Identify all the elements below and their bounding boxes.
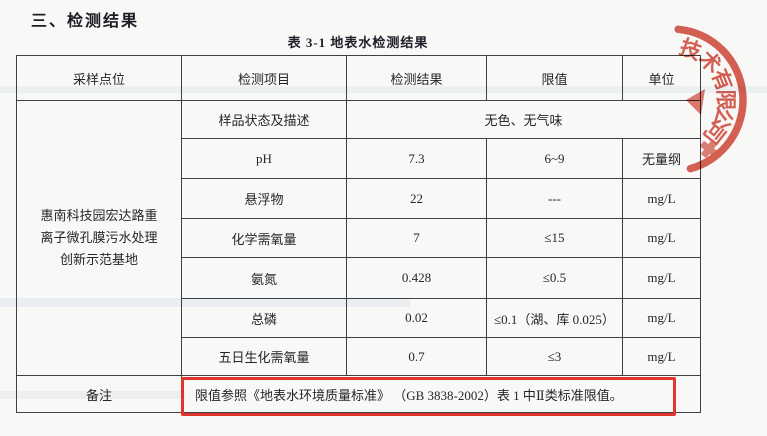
stamp-star-point bbox=[686, 89, 705, 115]
unit-cell: mg/L bbox=[622, 257, 701, 299]
limit-cell: ≤0.1（湖、库 0.025） bbox=[486, 298, 623, 338]
header-cell-limit: 限值 bbox=[486, 55, 623, 101]
item-cell: 总磷 bbox=[181, 298, 347, 338]
header-cell-sampling-point: 采样点位 bbox=[16, 55, 182, 101]
remark-label-cell: 备注 bbox=[16, 375, 182, 413]
limit-cell: ≤15 bbox=[486, 218, 623, 258]
item-cell: pH bbox=[181, 138, 347, 179]
table-row: 悬浮物 22 --- mg/L bbox=[17, 178, 701, 219]
remark-text-cell: 限值参照《地表水环境质量标准》 （GB 3838-2002）表 1 中Ⅱ类标准限… bbox=[181, 375, 701, 413]
limit-cell: ≤0.5 bbox=[486, 257, 623, 299]
item-cell: 悬浮物 bbox=[181, 178, 347, 219]
table-row: 惠南科技园宏达路重 离子微孔膜污水处理 创新示范基地 样品状态及描述 无色、无气… bbox=[16, 100, 701, 376]
result-cell: 7 bbox=[346, 218, 487, 258]
sampling-point-line: 创新示范基地 bbox=[59, 252, 138, 267]
limit-cell: ≤3 bbox=[486, 337, 623, 376]
result-cell: 0.02 bbox=[346, 298, 487, 338]
unit-cell: mg/L bbox=[622, 298, 701, 338]
unit-cell: 无量纲 bbox=[622, 138, 701, 179]
limit-cell: 6~9 bbox=[486, 138, 623, 179]
result-cell: 0.428 bbox=[346, 257, 487, 299]
result-cell: 22 bbox=[346, 178, 487, 219]
item-cell: 五日生化需氧量 bbox=[181, 337, 347, 376]
surface-water-results-table: 采样点位 检测项目 检测结果 限值 单位 惠南科技园宏达路重 离子微孔膜污水处理… bbox=[16, 55, 701, 413]
header-cell-unit: 单位 bbox=[622, 55, 701, 101]
item-cell: 化学需氧量 bbox=[181, 218, 347, 258]
unit-cell: mg/L bbox=[622, 218, 701, 258]
limit-cell: --- bbox=[486, 178, 623, 219]
item-cell: 样品状态及描述 bbox=[181, 100, 347, 139]
result-cell-merged: 无色、无气味 bbox=[346, 100, 701, 139]
sampling-point-line: 离子微孔膜污水处理 bbox=[40, 230, 158, 245]
stamp-char: 限 bbox=[714, 90, 737, 111]
table-row: 五日生化需氧量 0.7 ≤3 mg/L bbox=[17, 337, 701, 376]
company-seal-stamp: 技 术 有 限 公 司 bbox=[674, 25, 747, 173]
item-cell: 氨氮 bbox=[181, 257, 347, 299]
result-cell: 0.7 bbox=[346, 337, 487, 376]
section-title: 三、检测结果 bbox=[31, 13, 140, 30]
table-row: pH 7.3 6~9 无量纲 bbox=[17, 138, 701, 179]
header-cell-result: 检测结果 bbox=[346, 55, 487, 101]
stamp-inner-glyph bbox=[700, 140, 718, 158]
table-caption: 表 3-1 地表水检测结果 bbox=[287, 35, 429, 50]
table-header-row: 采样点位 检测项目 检测结果 限值 单位 bbox=[16, 55, 701, 101]
sampling-point-line: 惠南科技园宏达路重 bbox=[40, 208, 158, 223]
unit-cell: mg/L bbox=[622, 178, 701, 219]
remark-row: 备注 限值参照《地表水环境质量标准》 （GB 3838-2002）表 1 中Ⅱ类… bbox=[16, 375, 701, 413]
unit-cell: mg/L bbox=[622, 337, 701, 376]
sampling-point-cell: 惠南科技园宏达路重 离子微孔膜污水处理 创新示范基地 bbox=[16, 100, 182, 376]
header-cell-item: 检测项目 bbox=[181, 55, 347, 101]
result-cell: 7.3 bbox=[346, 138, 487, 179]
stamp-ring-arc bbox=[674, 25, 747, 173]
